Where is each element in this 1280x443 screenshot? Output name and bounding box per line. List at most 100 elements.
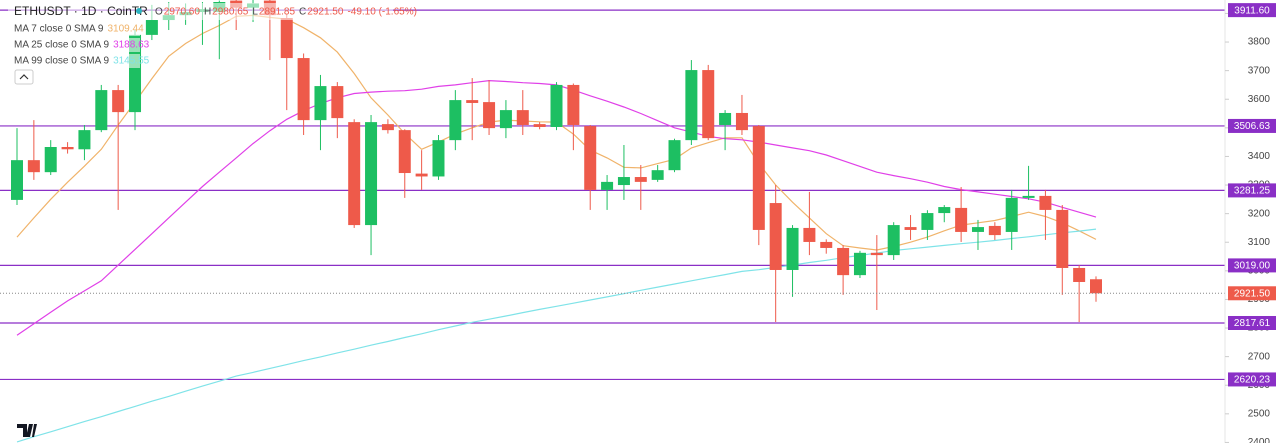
candle-body [314,86,327,121]
candle-body [516,110,529,125]
legend-bg [8,3,393,20]
candle-body [735,112,748,131]
level-label-box [1228,258,1276,273]
candle-body [1073,267,1086,282]
legend-row-bg [10,38,140,52]
chart-title: ETHUSDT · 1D · CoinTR [14,4,148,18]
legend: ETHUSDT · 1D · CoinTR O 2970.60 H 2980.65 L 28… [8,3,417,68]
candle-body [870,252,883,256]
legend-name: MA 99 close 0 SMA 9 [14,56,109,67]
y-tick-label: 3100 [1248,237,1271,248]
candle-body [483,102,496,129]
y-tick-label: 2400 [1248,437,1271,443]
candle-body [651,170,664,180]
candle-body [820,241,833,248]
collapse-button[interactable] [14,69,34,85]
candle-body [550,84,563,127]
candle-body [145,20,158,35]
tradingview-logo [17,424,37,437]
ohlc-value: 2970.60 [164,7,201,18]
ohlc-value: 2921.50 [307,7,344,18]
candle-body [61,146,74,150]
candle-body [988,225,1001,236]
level-label: 2620.23 [1234,375,1271,386]
candle-body [381,124,394,131]
candle-body [348,122,361,226]
candle-body [702,70,715,139]
candle-body [331,86,344,119]
ohlc-value: 2891.85 [259,7,296,18]
legend-name: MA 25 close 0 SMA 9 [14,40,109,51]
level-label: 2817.61 [1234,318,1271,329]
candle-body [853,252,866,276]
candle-body [398,130,411,174]
level-label-box [1228,315,1276,330]
level-label: 3281.25 [1234,186,1271,197]
level-label-box [1228,372,1276,387]
candle-body [752,126,765,230]
candle-body [938,207,951,214]
ohlc-key: O [155,7,163,18]
candle-body [432,140,445,177]
candle-body [837,247,850,276]
candle-body [112,90,125,113]
candle-body [921,213,934,230]
y-tick-label: 3800 [1248,37,1271,48]
last-price-box [1228,286,1276,301]
legend-value: 3145.55 [113,56,150,67]
plot-area [0,0,1225,443]
candle-body [499,110,512,129]
candle-body [971,227,984,232]
ohlc-key: L [252,7,258,18]
y-tick-label: 2500 [1248,408,1271,419]
candle-body [280,18,293,59]
level-label: 3911.60 [1234,5,1270,16]
legend-row-bg [10,22,140,36]
candle-body [668,140,681,171]
y-tick-label: 3200 [1248,208,1271,219]
legend-name: MA 7 close 0 SMA 9 [14,24,104,35]
status-dot [136,8,142,14]
candle-body [466,100,479,103]
level-label: 3019.00 [1234,261,1271,272]
candle-body [365,122,378,226]
legend-row-bg [10,54,140,68]
candle-body [955,207,968,232]
change: -49.10 (-1.65%) [347,7,416,18]
candle-body [719,112,732,125]
candle-body [297,58,310,121]
last-price-label: 2921.50 [1234,288,1271,299]
candle-body [634,177,647,182]
ohlc-value: 2980.65 [212,7,249,18]
ohlc-key: H [204,7,211,18]
candle-body [617,177,630,186]
candle-body [27,160,40,173]
candle-body [567,84,580,125]
candle-body [904,227,917,230]
candle-body [1056,209,1069,268]
candle-body [78,130,91,150]
candle-body [1039,195,1052,210]
candle-body [415,173,428,177]
y-tick-label: 2700 [1248,351,1271,362]
level-label-box [1228,3,1276,18]
candle-body [533,124,546,127]
ma-line [16,228,1097,443]
candle-body [887,225,900,256]
candle-body [584,126,597,190]
legend-value: 3188.63 [113,40,150,51]
price-axis: 2400250026002700280029003000310032003300… [1225,3,1276,443]
level-label-box [1228,183,1276,198]
y-tick-label: 3700 [1248,65,1271,76]
y-tick-label: 3400 [1248,151,1271,162]
legend-value: 3109.44 [108,24,145,35]
candle-body [601,181,614,190]
level-label: 3506.63 [1234,121,1271,132]
candle-body [11,160,23,200]
candle-body [449,100,462,141]
candle-body [95,90,108,131]
candle-body [786,227,799,270]
candle-body [44,146,57,173]
